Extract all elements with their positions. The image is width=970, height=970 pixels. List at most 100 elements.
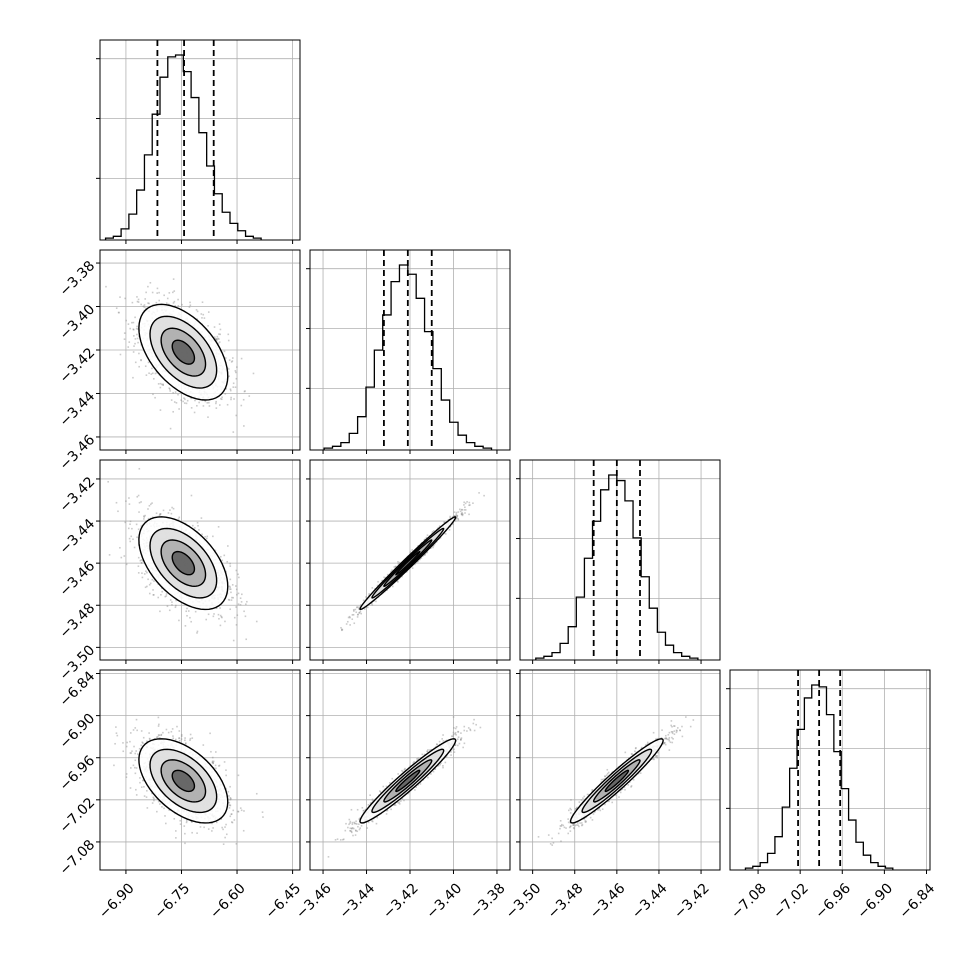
scatter-point xyxy=(133,745,135,748)
scatter-point xyxy=(424,553,426,555)
scatter-point xyxy=(455,514,457,517)
scatter-point xyxy=(132,376,134,379)
scatter-point xyxy=(422,555,424,557)
scatter-point xyxy=(136,333,138,336)
scatter-point xyxy=(232,382,235,385)
scatter-point xyxy=(153,594,155,596)
scatter-point xyxy=(166,297,169,300)
scatter-point xyxy=(231,821,233,823)
scatter-point xyxy=(455,513,458,516)
scatter-point xyxy=(228,599,231,601)
scatter-point xyxy=(143,573,146,575)
scatter-point xyxy=(172,391,174,394)
scatter-point xyxy=(237,774,240,777)
scatter-point xyxy=(149,503,152,506)
histogram-step xyxy=(535,474,699,660)
scatter-point xyxy=(352,613,355,616)
scatter-point xyxy=(371,604,374,606)
scatter-point xyxy=(213,326,216,328)
scatter-point xyxy=(219,555,222,558)
scatter-point xyxy=(186,820,188,822)
scatter-point xyxy=(136,296,138,298)
scatter-point xyxy=(181,303,183,306)
scatter-point xyxy=(131,321,133,324)
scatter-point xyxy=(438,525,441,528)
scatter-point xyxy=(230,361,233,363)
scatter-point xyxy=(209,732,211,735)
scatter-point xyxy=(201,533,203,536)
scatter-point xyxy=(211,822,213,825)
scatter-point xyxy=(449,515,451,518)
scatter-point xyxy=(190,494,193,497)
scatter-point xyxy=(151,502,153,504)
scatter-point xyxy=(243,390,246,393)
scatter-point xyxy=(125,745,128,748)
scatter-point xyxy=(138,365,140,368)
scatter-point xyxy=(235,569,238,572)
scatter-point xyxy=(228,585,231,588)
scatter-point xyxy=(207,613,210,616)
scatter-point xyxy=(469,504,471,506)
scatter-point xyxy=(212,615,215,618)
scatter-point xyxy=(435,540,438,543)
scatter-point xyxy=(115,307,118,309)
scatter-point xyxy=(463,504,465,506)
scatter-point xyxy=(166,605,169,608)
scatter-point xyxy=(150,373,153,375)
scatter-point xyxy=(468,504,470,507)
scatter-point xyxy=(136,495,139,498)
scatter-point xyxy=(132,764,135,767)
scatter-point xyxy=(218,338,220,340)
scatter-point xyxy=(432,544,435,547)
scatter-point xyxy=(220,818,223,820)
scatter-point xyxy=(255,620,258,623)
scatter-point xyxy=(208,401,210,404)
scatter-point xyxy=(468,501,471,504)
scatter-point xyxy=(141,572,143,574)
scatter-point xyxy=(244,615,247,618)
scatter-point xyxy=(194,610,197,613)
scatter-point xyxy=(243,810,245,812)
scatter-point xyxy=(108,554,111,556)
scatter-point xyxy=(159,513,161,516)
scatter-point xyxy=(125,500,127,502)
scatter-point xyxy=(134,727,137,729)
scatter-point xyxy=(130,535,133,538)
scatter-point xyxy=(160,593,162,596)
scatter-point xyxy=(160,734,162,737)
scatter-point xyxy=(358,612,360,614)
scatter-point xyxy=(222,828,224,831)
scatter-point xyxy=(157,383,160,385)
scatter-point xyxy=(178,737,180,740)
scatter-point xyxy=(184,842,186,845)
scatter-point xyxy=(228,375,230,378)
scatter-point xyxy=(227,339,230,342)
scatter-point xyxy=(129,787,132,789)
scatter-point xyxy=(218,323,221,325)
scatter-point xyxy=(224,620,226,623)
scatter-point xyxy=(163,807,165,810)
scatter-point xyxy=(173,401,176,403)
scatter-point xyxy=(352,608,355,611)
scatter-point xyxy=(140,744,143,747)
scatter-panel-2-1 xyxy=(306,459,511,664)
scatter-point xyxy=(235,371,237,374)
scatter-point xyxy=(134,759,137,762)
scatter-point xyxy=(198,529,200,531)
scatter-point xyxy=(431,530,434,533)
scatter-point xyxy=(235,585,237,587)
scatter-point xyxy=(148,583,151,586)
histogram-panel-2 xyxy=(516,459,721,664)
scatter-point xyxy=(457,517,459,520)
scatter-point xyxy=(248,395,251,397)
scatter-point xyxy=(464,502,467,505)
scatter-point xyxy=(202,405,205,407)
scatter-point xyxy=(360,612,363,615)
scatter-point xyxy=(212,762,215,765)
scatter-point xyxy=(230,599,233,601)
scatter-point xyxy=(172,302,175,304)
scatter-point xyxy=(213,336,216,338)
scatter-point xyxy=(211,761,214,764)
scatter-point xyxy=(423,538,426,541)
